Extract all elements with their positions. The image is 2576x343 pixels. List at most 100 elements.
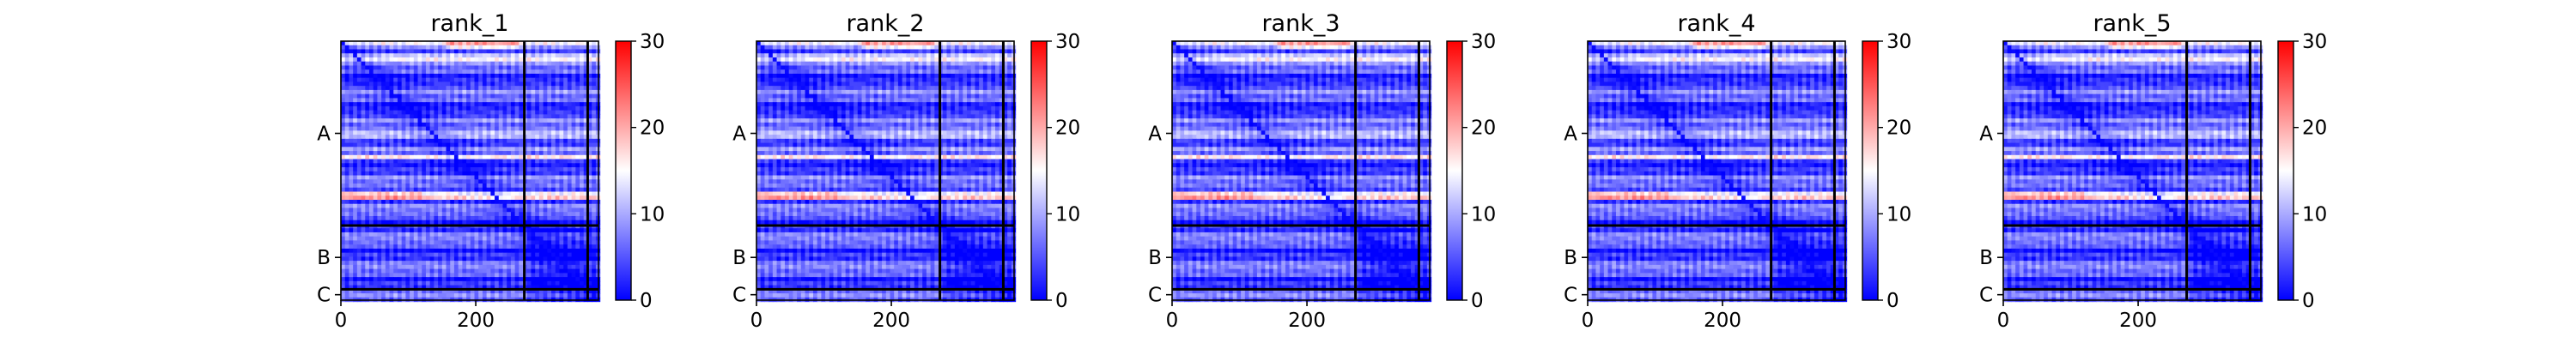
heatmap-cell xyxy=(551,74,556,78)
heatmap-cell xyxy=(507,90,511,94)
heatmap-cell xyxy=(580,273,584,277)
heatmap-cell xyxy=(1007,45,1012,50)
heatmap-cell xyxy=(556,49,560,53)
heatmap-cell xyxy=(483,130,487,135)
heatmap-cell xyxy=(789,41,793,45)
heatmap-cell xyxy=(490,277,495,281)
heatmap-cell xyxy=(414,179,418,184)
heatmap-cell xyxy=(381,293,386,298)
heatmap-cell xyxy=(967,69,971,74)
heatmap-cell xyxy=(563,163,568,167)
heatmap-cell xyxy=(402,49,406,53)
heatmap-cell xyxy=(442,81,447,86)
heatmap-cell xyxy=(511,86,515,90)
heatmap-cell xyxy=(556,216,560,220)
heatmap-cell xyxy=(466,53,471,57)
heatmap-cell xyxy=(459,130,463,135)
heatmap-cell xyxy=(527,159,532,164)
heatmap-cell xyxy=(442,200,447,204)
heatmap-cell xyxy=(495,62,499,66)
heatmap-cell xyxy=(580,102,584,106)
heatmap-cell xyxy=(531,184,535,188)
heatmap-cell xyxy=(563,212,568,216)
heatmap-cell xyxy=(422,249,426,253)
heatmap-cell xyxy=(951,62,955,66)
heatmap-cell xyxy=(943,90,947,94)
heatmap-cell xyxy=(789,62,793,66)
heatmap-cell xyxy=(487,143,491,147)
heatmap-cell xyxy=(454,147,459,151)
heatmap-cell xyxy=(502,98,507,102)
heatmap-cell xyxy=(568,62,572,66)
heatmap-cell xyxy=(991,86,995,90)
heatmap-cell xyxy=(353,244,357,249)
heatmap-cell xyxy=(365,220,369,225)
heatmap-cell xyxy=(393,204,398,208)
heatmap-cell xyxy=(983,69,987,74)
heatmap-cell xyxy=(490,228,495,232)
heatmap-cell xyxy=(862,62,866,66)
heatmap-cell xyxy=(426,41,430,45)
heatmap-cell xyxy=(568,106,572,111)
heatmap-cell xyxy=(390,249,394,253)
heatmap-cell xyxy=(572,167,576,172)
heatmap-cell xyxy=(511,65,515,69)
heatmap-cell xyxy=(402,240,406,244)
heatmap-cell xyxy=(801,41,805,45)
heatmap-cell xyxy=(568,98,572,102)
heatmap-cell xyxy=(793,62,797,66)
heatmap-cell xyxy=(490,200,495,204)
heatmap-cell xyxy=(983,53,987,57)
heatmap-cell xyxy=(575,147,580,151)
heatmap-cell xyxy=(490,151,495,155)
heatmap-cell xyxy=(386,155,390,159)
heatmap-cell xyxy=(502,106,507,111)
heatmap-cell xyxy=(438,94,442,99)
heatmap-cell xyxy=(475,204,479,208)
heatmap-cell xyxy=(475,102,479,106)
heatmap-cell xyxy=(410,49,414,53)
heatmap-cell xyxy=(402,74,406,78)
heatmap-cell xyxy=(377,65,381,69)
heatmap-cell xyxy=(442,114,447,118)
heatmap-cell xyxy=(483,53,487,57)
heatmap-cell xyxy=(963,53,967,57)
heatmap-cell xyxy=(849,94,854,99)
heatmap-cell xyxy=(438,281,442,286)
heatmap-cell xyxy=(390,172,394,176)
heatmap-cell xyxy=(405,86,410,90)
heatmap-cell xyxy=(386,65,390,69)
heatmap-cell xyxy=(386,49,390,53)
heatmap-cell xyxy=(422,216,426,220)
heatmap-cell xyxy=(345,57,349,62)
heatmap-cell xyxy=(390,159,394,164)
heatmap-cell xyxy=(979,49,983,53)
heatmap-cell xyxy=(466,277,471,281)
heatmap-cell xyxy=(349,249,353,253)
heatmap-cell xyxy=(817,90,822,94)
heatmap-cell xyxy=(471,261,475,265)
heatmap-cell xyxy=(544,147,548,151)
heatmap-cell xyxy=(365,269,369,274)
heatmap-cell xyxy=(535,147,539,151)
heatmap-cell xyxy=(438,147,442,151)
heatmap-cell xyxy=(975,41,979,45)
heatmap-cell xyxy=(398,57,402,62)
heatmap-cell xyxy=(870,45,874,50)
heatmap-cell xyxy=(874,69,878,74)
heatmap-cell xyxy=(475,216,479,220)
heatmap-cell xyxy=(462,188,466,192)
heatmap-cell xyxy=(507,240,511,244)
heatmap-cell xyxy=(426,143,430,147)
heatmap-cell xyxy=(386,57,390,62)
heatmap-cell xyxy=(402,184,406,188)
heatmap-cell xyxy=(459,204,463,208)
heatmap-cell xyxy=(487,90,491,94)
heatmap-cell xyxy=(846,65,850,69)
heatmap-cell xyxy=(353,212,357,216)
heatmap-cell xyxy=(499,69,503,74)
heatmap-cell xyxy=(393,277,398,281)
heatmap-cell xyxy=(386,228,390,232)
heatmap-cell xyxy=(946,49,951,53)
heatmap-cell xyxy=(934,53,939,57)
